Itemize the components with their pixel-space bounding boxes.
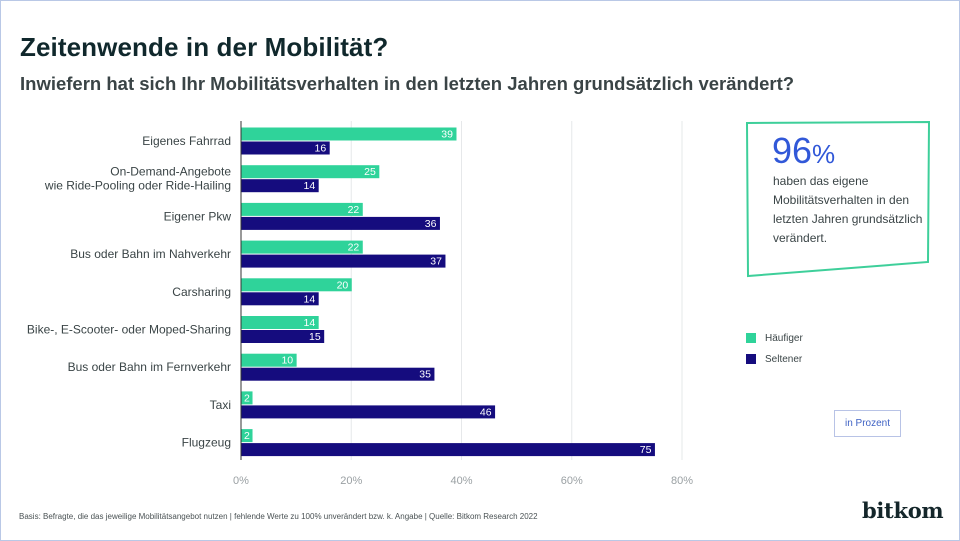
category-label: wie Ride-Pooling oder Ride-Hailing: [44, 179, 231, 193]
chart-subtitle: Inwiefern hat sich Ihr Mobilitätsverhalt…: [20, 73, 795, 94]
x-tick-label: 80%: [671, 475, 693, 487]
chart-title: Zeitenwende in der Mobilität?: [20, 32, 389, 62]
bar-haeufiger: [241, 240, 363, 254]
x-tick-label: 40%: [450, 475, 472, 487]
bar-seltener: [241, 367, 435, 381]
category-label: Bus oder Bahn im Fernverkehr: [68, 360, 231, 374]
bitkom-logo: bitkom: [862, 498, 944, 523]
bar-value-label: 37: [430, 256, 442, 268]
category-label: Eigener Pkw: [164, 209, 232, 223]
bar-value-label: 2: [244, 392, 250, 404]
bar-seltener: [241, 330, 325, 343]
bar-haeufiger: [241, 391, 253, 405]
callout-value: 96%: [772, 133, 835, 169]
x-tick-label: 20%: [340, 475, 362, 487]
category-label: Eigenes Fahrrad: [142, 134, 231, 148]
category-label: Flugzeug: [182, 436, 231, 450]
legend-item-haeufiger: Häufiger: [746, 328, 803, 348]
bar-seltener: [241, 443, 655, 457]
bar-value-label: 39: [441, 129, 453, 141]
x-tick-label: 60%: [561, 475, 583, 487]
bar-value-label: 22: [348, 204, 360, 216]
x-tick-label: 0%: [233, 475, 249, 487]
bar-seltener: [241, 292, 319, 306]
bar-seltener: [241, 179, 319, 193]
category-label: Bus oder Bahn im Nahverkehr: [70, 247, 231, 261]
category-label: Taxi: [210, 398, 231, 412]
legend-swatch-seltener: [746, 354, 756, 364]
bar-haeufiger: [241, 353, 297, 367]
bar-seltener: [241, 254, 446, 268]
bar-value-label: 14: [303, 317, 315, 329]
bar-haeufiger: [241, 202, 363, 216]
legend-swatch-haeufiger: [746, 333, 756, 343]
bar-value-label: 10: [281, 355, 293, 367]
bar-seltener: [241, 141, 330, 155]
bar-haeufiger: [241, 278, 352, 292]
legend-label-seltener: Seltener: [765, 353, 803, 365]
bar-haeufiger: [241, 429, 253, 443]
bar-value-label: 75: [640, 444, 652, 456]
category-label: Carsharing: [172, 285, 231, 299]
callout-text: haben das eigene Mobilitätsverhalten in …: [773, 174, 923, 245]
bar-value-label: 20: [337, 279, 349, 291]
legend-item-seltener: Seltener: [746, 349, 803, 369]
category-label: Bike-, E-Scooter- oder Moped-Sharing: [27, 323, 231, 337]
bar-haeufiger: [241, 127, 457, 141]
bars: 39 16 25 14 22 36 22 37 20 14 14 15 10 35 2 46 2 75: [241, 127, 655, 457]
bar-value-label: 14: [303, 180, 315, 192]
callout-box: [745, 120, 931, 278]
bar-seltener: [241, 405, 496, 419]
bar-value-label: 14: [303, 293, 315, 305]
bar-value-label: 25: [364, 166, 376, 178]
bar-haeufiger: [241, 165, 380, 179]
bar-value-label: 35: [419, 369, 431, 381]
bar-value-label: 22: [348, 242, 360, 254]
unit-note: in Prozent: [834, 410, 901, 437]
bar-seltener: [241, 216, 440, 230]
legend-label-haeufiger: Häufiger: [765, 332, 803, 344]
bar-value-label: 2: [244, 430, 250, 442]
legend: Häufiger Seltener: [746, 328, 803, 370]
bar-value-label: 46: [480, 406, 492, 418]
bar-value-label: 15: [309, 331, 321, 343]
callout-unit: %: [812, 139, 836, 169]
category-label: On-Demand-Angebote: [110, 165, 231, 179]
footnote: Basis: Befragte, die das jeweilige Mobil…: [19, 512, 538, 521]
bar-value-label: 36: [425, 218, 437, 230]
callout-number: 96: [772, 130, 813, 171]
bar-haeufiger: [241, 316, 319, 329]
x-axis-ticks: 0% 20% 40% 60% 80%: [233, 475, 693, 487]
bar-value-label: 16: [315, 143, 327, 155]
